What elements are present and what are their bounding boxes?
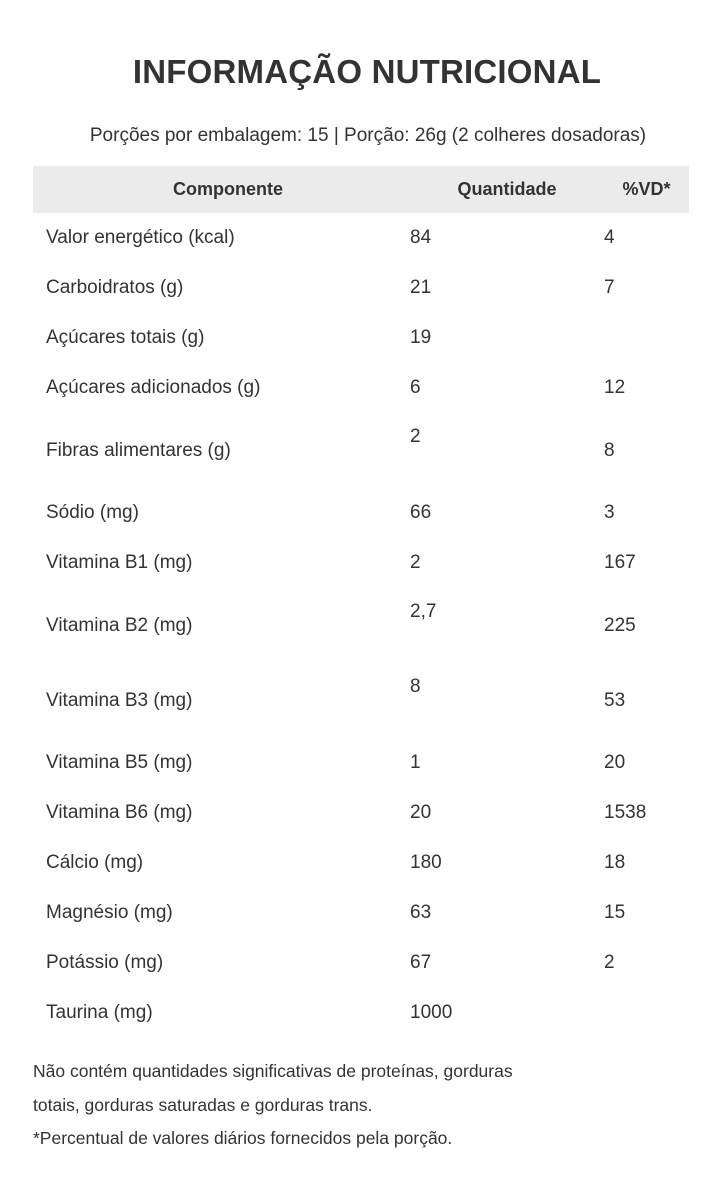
table-row: Vitamina B2 (mg) 2,7 225 <box>33 588 689 663</box>
quantity-cell: 63 <box>410 902 432 923</box>
quantity-cell: 2,7 <box>410 601 437 622</box>
component-cell: Vitamina B6 (mg) <box>46 802 193 823</box>
table-body: Valor energético (kcal) 84 4 Carboidratos (… <box>33 213 689 1038</box>
component-cell: Vitamina B2 (mg) <box>46 614 193 636</box>
vd-cell: 15 <box>604 902 626 923</box>
component-cell: Açúcares totais (g) <box>46 327 205 348</box>
vd-cell: 167 <box>604 552 636 573</box>
vd-cell: 8 <box>604 439 615 461</box>
header-component: Componente <box>33 166 410 213</box>
quantity-cell: 180 <box>410 852 442 873</box>
component-cell: Vitamina B1 (mg) <box>46 552 193 573</box>
component-cell: Taurina (mg) <box>46 1002 153 1023</box>
table-row: Taurina (mg) 1000 <box>33 988 689 1038</box>
quantity-cell: 2 <box>410 426 421 447</box>
vd-cell: 1538 <box>604 802 647 823</box>
component-cell: Potássio (mg) <box>46 952 164 973</box>
component-cell: Cálcio (mg) <box>46 852 144 873</box>
table-row: Sódio (mg) 66 3 <box>33 488 689 538</box>
component-cell: Vitamina B3 (mg) <box>46 689 193 711</box>
footnotes: Não contém quantidades significativas de… <box>33 1055 513 1156</box>
component-cell: Valor energético (kcal) <box>46 227 235 248</box>
table-row: Vitamina B6 (mg) 20 1538 <box>33 788 689 838</box>
vd-cell: 12 <box>604 377 626 398</box>
table-row: Vitamina B1 (mg) 2 167 <box>33 538 689 588</box>
quantity-cell: 1000 <box>410 1002 453 1023</box>
vd-cell <box>604 313 689 363</box>
footnote: *Percentual de valores diários fornecido… <box>33 1128 453 1148</box>
footnote: totais, gorduras saturadas e gorduras tr… <box>33 1094 373 1115</box>
header-quantity: Quantidade <box>410 166 604 213</box>
component-cell: Sódio (mg) <box>46 502 139 523</box>
footnote: Não contém quantidades significativas de… <box>33 1061 513 1081</box>
quantity-cell: 21 <box>410 277 432 298</box>
quantity-cell: 1 <box>410 752 421 773</box>
vd-cell: 2 <box>604 952 615 973</box>
table-row: Potássio (mg) 67 2 <box>33 938 689 988</box>
component-cell: Magnésio (mg) <box>46 902 173 923</box>
table-row: Açúcares adicionados (g) 6 12 <box>33 363 689 413</box>
table-row: Carboidratos (g) 21 7 <box>33 263 689 313</box>
component-cell: Vitamina B5 (mg) <box>46 752 193 773</box>
quantity-cell: 6 <box>410 377 421 398</box>
vd-cell: 18 <box>604 852 626 873</box>
table-row: Vitamina B3 (mg) 8 53 <box>33 663 689 738</box>
quantity-cell: 20 <box>410 802 432 823</box>
vd-cell: 4 <box>604 227 615 248</box>
table-row: Fibras alimentares (g) 2 8 <box>33 413 689 488</box>
quantity-cell: 19 <box>410 327 432 348</box>
nutrition-table: Componente Quantidade %VD* Valor energét… <box>33 166 689 1038</box>
quantity-cell: 84 <box>410 227 432 248</box>
table-header-row: Componente Quantidade %VD* <box>33 166 689 213</box>
quantity-cell: 67 <box>410 952 432 973</box>
table-row: Valor energético (kcal) 84 4 <box>33 213 689 263</box>
component-cell: Carboidratos (g) <box>46 277 184 298</box>
page-title: INFORMAÇÃO NUTRICIONAL <box>132 53 602 90</box>
vd-cell: 225 <box>604 614 636 636</box>
table-row: Açúcares totais (g) 19 <box>33 313 689 363</box>
vd-cell <box>604 988 689 1038</box>
quantity-cell: 8 <box>410 676 421 697</box>
table-row: Cálcio (mg) 180 18 <box>33 838 689 888</box>
vd-cell: 53 <box>604 689 626 711</box>
component-cell: Fibras alimentares (g) <box>46 439 231 461</box>
vd-cell: 3 <box>604 502 615 523</box>
vd-cell: 7 <box>604 277 615 298</box>
quantity-cell: 2 <box>410 552 421 573</box>
quantity-cell: 66 <box>410 502 432 523</box>
header-vd: %VD* <box>604 166 689 213</box>
table-row: Magnésio (mg) 63 15 <box>33 888 689 938</box>
serving-info: Porções por embalagem: 15 | Porção: 26g … <box>89 125 647 146</box>
component-cell: Açúcares adicionados (g) <box>46 377 261 398</box>
vd-cell: 20 <box>604 752 626 773</box>
table-row: Vitamina B5 (mg) 1 20 <box>33 738 689 788</box>
